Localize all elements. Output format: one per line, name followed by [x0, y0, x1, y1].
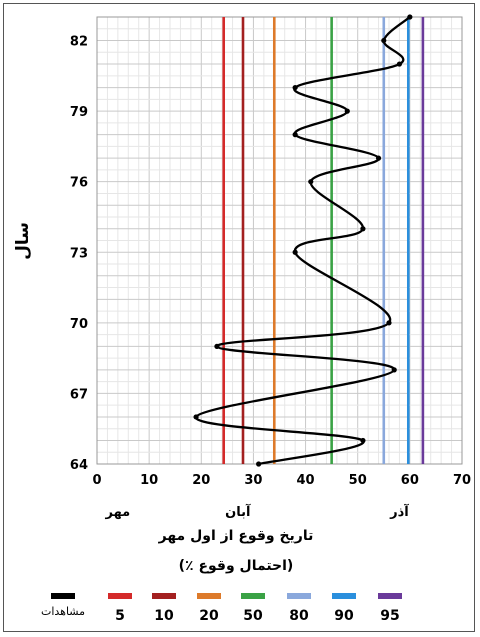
legend: مشاهدات 5 10 20 50 80 90 95 [41, 593, 402, 624]
observed-point [193, 414, 199, 420]
legend-label: 10 [154, 608, 174, 624]
y-tick-label: 79 [70, 105, 88, 120]
legend-label: 95 [380, 608, 399, 624]
month-label: آذر [389, 503, 409, 520]
legend-swatch [287, 593, 311, 599]
x-tick-label: 40 [297, 473, 315, 488]
observed-point [344, 108, 350, 114]
x-tick-label: 20 [192, 473, 210, 488]
y-axis-label: سال [13, 222, 33, 260]
x-tick-label: 60 [401, 473, 419, 488]
x-axis-subtitle: (احتمال وقوع ٪) [179, 558, 294, 574]
legend-label: 90 [334, 608, 354, 624]
observed-point [386, 320, 392, 326]
x-tick-label: 0 [92, 473, 101, 488]
month-label: آبان [225, 503, 251, 520]
observed-point [292, 84, 298, 91]
observed-point [360, 226, 366, 232]
chart-svg: 0 10 20 30 40 50 60 70 64 67 70 73 76 79 82 سال مهر آبا… [13, 14, 471, 624]
chart-frame: 0 10 20 30 40 50 60 70 64 67 70 73 76 79 82 سال مهر آبا… [3, 3, 475, 632]
legend-label: مشاهدات [41, 605, 85, 618]
legend-swatch [108, 593, 132, 599]
y-tick-label: 64 [70, 458, 88, 473]
legend-swatch [378, 593, 402, 599]
observed-point [292, 249, 298, 255]
observed-point [407, 14, 413, 20]
legend-label: 5 [115, 608, 125, 624]
observed-point [256, 461, 262, 467]
x-tick-label: 70 [453, 473, 471, 488]
legend-swatch [241, 593, 265, 599]
observed-point [381, 37, 387, 44]
y-tick-label: 67 [70, 387, 88, 402]
axes: 0 10 20 30 40 50 60 70 64 67 70 73 76 79 82 [70, 35, 471, 488]
x-tick-label: 30 [244, 473, 262, 488]
month-labels: مهر آبان آذر [104, 503, 409, 520]
x-axis-label: تاریخ وقوع از اول مهر [158, 528, 314, 544]
y-tick-label: 76 [70, 176, 88, 191]
legend-label: 20 [199, 608, 219, 624]
y-tick-label: 73 [70, 246, 88, 261]
legend-swatch [152, 593, 176, 599]
percentile-lines [222, 17, 425, 464]
observed-point [308, 179, 314, 185]
legend-swatch [332, 593, 356, 599]
legend-label: 80 [289, 608, 309, 624]
month-label: مهر [104, 505, 130, 520]
plot-border [96, 16, 463, 465]
y-tick-label: 70 [70, 317, 88, 332]
observed-point [396, 61, 403, 67]
legend-swatch [51, 593, 75, 599]
observed-point [360, 437, 366, 444]
legend-label: 50 [243, 608, 263, 624]
observed-point [292, 132, 298, 138]
y-tick-label: 82 [70, 35, 88, 50]
observed-point [391, 367, 397, 373]
observed-series [193, 14, 413, 467]
legend-swatch [197, 593, 221, 599]
grid [96, 16, 463, 465]
x-tick-label: 10 [140, 473, 158, 488]
observed-point [375, 155, 382, 161]
x-tick-label: 50 [349, 473, 367, 488]
observed-point [214, 343, 220, 349]
